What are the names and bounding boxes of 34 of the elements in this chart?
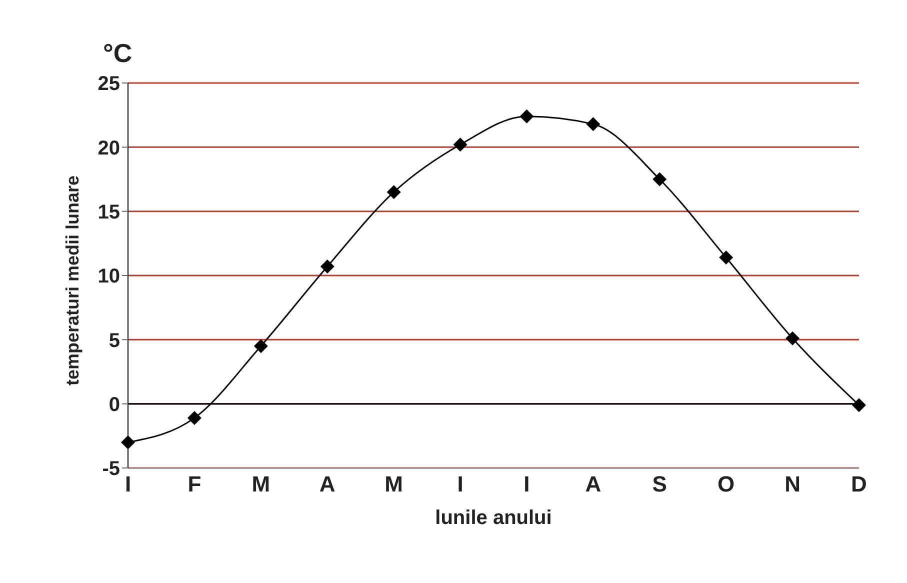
- x-tick-label: A: [319, 472, 336, 497]
- y-tick-label: 20: [98, 137, 120, 160]
- point: [852, 398, 866, 412]
- y-tick-label: 0: [108, 394, 120, 416]
- x-tick-label: S: [652, 472, 667, 497]
- y-tick-label: 15: [98, 201, 120, 224]
- point: [453, 138, 468, 152]
- point: [652, 172, 667, 186]
- y-tick-label: 10: [98, 266, 120, 288]
- text: °C: [103, 38, 132, 69]
- x-tick-label: M: [252, 472, 270, 497]
- point: [320, 260, 334, 274]
- point: [386, 185, 401, 200]
- point: [520, 109, 534, 124]
- x-tick-label: I: [457, 472, 464, 497]
- x-tick-label: O: [718, 472, 735, 497]
- x-tick-label: F: [188, 472, 202, 497]
- x-tick-label: A: [585, 472, 602, 497]
- x-tick-label: D: [851, 472, 867, 497]
- y-tick-label: 25: [98, 73, 120, 96]
- x-tick-label: M: [384, 472, 403, 497]
- point: [586, 117, 600, 132]
- point: [786, 331, 800, 346]
- y-tick-label: 5: [108, 330, 120, 352]
- point: [121, 435, 135, 450]
- point: [254, 339, 268, 354]
- y-tick-label: -5: [102, 458, 120, 480]
- point: [187, 410, 202, 425]
- x-tick-label: N: [784, 472, 800, 497]
- x-axis-title: lunile anului: [435, 507, 552, 529]
- y-axis-title: temperaturi medii lunare: [62, 175, 82, 386]
- x-tick-label: I: [524, 472, 530, 497]
- x-tick-label: I: [124, 472, 132, 497]
- point: [719, 250, 734, 265]
